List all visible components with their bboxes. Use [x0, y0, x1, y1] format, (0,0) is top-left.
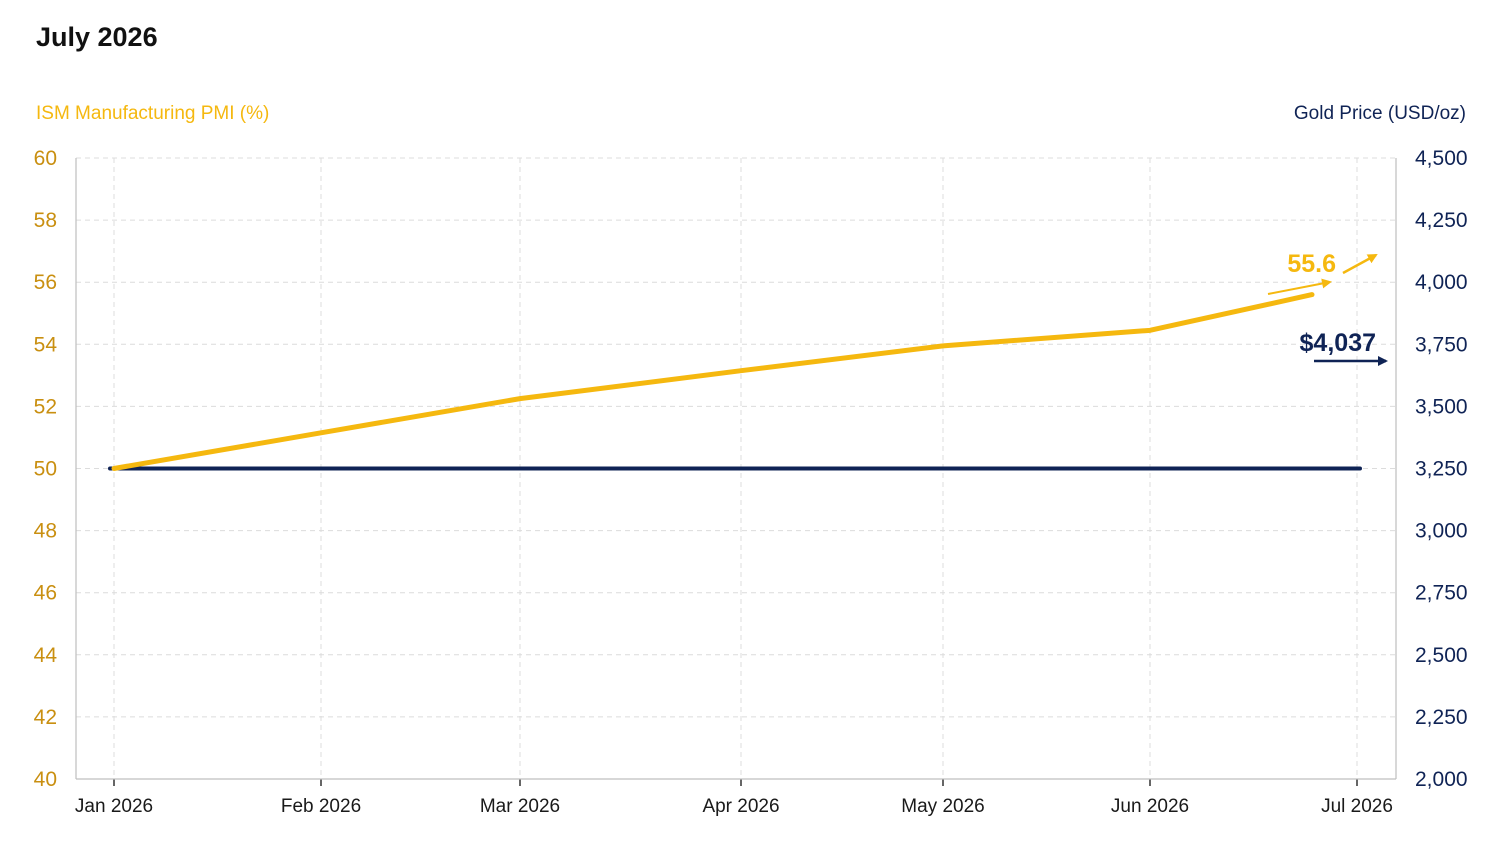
- left-tick-label: 54: [34, 333, 58, 356]
- right-tick-label: 2,500: [1415, 644, 1468, 667]
- pmi-line: [111, 292, 1315, 471]
- x-tick-label: May 2026: [901, 796, 984, 817]
- right-tick-label: 2,750: [1415, 582, 1468, 605]
- right-axis-label: Gold Price (USD/oz): [1293, 103, 1466, 124]
- left-axis-label: ISM Manufacturing PMI (%): [36, 103, 270, 124]
- x-tick-label: Mar 2026: [480, 796, 560, 817]
- right-tick-label: 2,000: [1415, 768, 1468, 791]
- x-tick-label: Jul 2026: [1321, 796, 1393, 817]
- pmi-line-arrow: [1267, 278, 1332, 295]
- right-tick-label: 3,500: [1415, 395, 1468, 418]
- annotations: 55.6 $4,037: [1267, 250, 1388, 366]
- right-tick-label: 4,500: [1415, 147, 1468, 170]
- left-tick-label: 42: [34, 706, 57, 729]
- left-tick-label: 58: [34, 209, 57, 232]
- left-tick-label: 50: [34, 458, 57, 481]
- x-tick-label: Jan 2026: [75, 796, 153, 817]
- right-tick-label: 3,750: [1415, 333, 1468, 356]
- left-tick-label: 60: [34, 147, 57, 170]
- left-tick-label: 56: [34, 271, 57, 294]
- right-tick-label: 4,250: [1415, 209, 1468, 232]
- series: [108, 292, 1362, 471]
- right-tick-label: 4,000: [1415, 271, 1468, 294]
- x-tick-label: Feb 2026: [281, 796, 361, 817]
- pmi-up-arrow: [1342, 253, 1378, 275]
- axes: 40 2,000 42 2,250 44 2,500 46 2,750 48 3,000 50 3,2…: [34, 147, 1468, 817]
- left-tick-label: 52: [34, 395, 57, 418]
- left-tick-label: 44: [34, 644, 58, 667]
- right-tick-label: 3,250: [1415, 458, 1468, 481]
- left-tick-label: 48: [34, 520, 57, 543]
- x-tick-label: Apr 2026: [702, 796, 779, 817]
- gold-value-annotation: $4,037: [1300, 329, 1376, 357]
- chart-title: July 2026: [36, 22, 158, 52]
- x-tick-label: Jun 2026: [1111, 796, 1189, 817]
- left-tick-label: 40: [34, 768, 57, 791]
- pmi-value-annotation: 55.6: [1287, 250, 1336, 278]
- left-tick-label: 46: [34, 582, 57, 605]
- right-tick-label: 2,250: [1415, 706, 1468, 729]
- right-tick-label: 3,000: [1415, 520, 1468, 543]
